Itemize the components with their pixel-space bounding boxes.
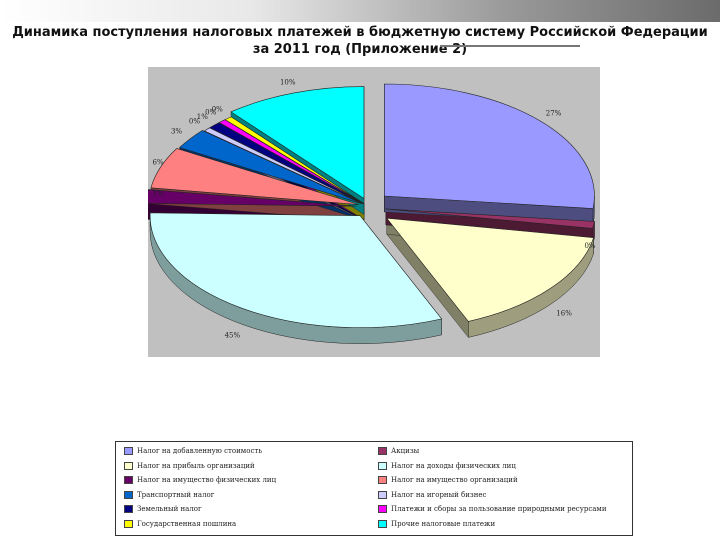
legend-label-9: Платежи и сборы за пользование природным… [391, 505, 607, 514]
legend-item-7: Налог на игорный бизнес [378, 490, 487, 499]
legend-swatch-4 [124, 476, 133, 485]
legend-swatch-8 [124, 505, 133, 514]
legend-item-3: Налог на доходы физических лиц [378, 461, 516, 470]
title-line-2: за 2011 год (Приложение 2) [252, 42, 468, 57]
pie-slice-11 [230, 86, 365, 200]
pie-label-7: 0% [189, 117, 200, 125]
legend-label-2: Налог на прибыль организаций [137, 461, 255, 470]
pie-label-10: 0% [212, 105, 223, 113]
legend-item-2: Налог на прибыль организаций [124, 461, 255, 470]
legend-label-0: Налог на добавленную стоимость [137, 447, 263, 455]
pie-slice-1 [385, 208, 595, 229]
legend-swatch-11 [378, 520, 387, 528]
legend-label-4: Налог на имущество физических лиц [137, 476, 277, 485]
legend-swatch-0 [124, 447, 133, 455]
legend-swatch-1 [378, 447, 387, 455]
legend-item-0: Налог на добавленную стоимость [124, 447, 262, 455]
legend-label-1: Акцизы [391, 447, 420, 455]
legend-item-4: Налог на имущество физических лиц [124, 476, 277, 485]
legend-item-10: Государственная пошлина [124, 520, 236, 528]
legend-swatch-6 [124, 490, 133, 499]
pie-slice-4 [148, 189, 357, 207]
legend-label-3: Налог на доходы физических лиц [391, 461, 516, 470]
legend-item-8: Земельный налог [124, 505, 202, 514]
title-line-1: Динамика поступления налоговых платежей … [12, 25, 708, 40]
legend-label-6: Транспортный налог [137, 490, 215, 499]
legend-label-5: Налог на имущество организаций [391, 476, 518, 485]
legend-swatch-7 [378, 490, 387, 499]
legend-item-1: Акцизы [378, 447, 419, 455]
pie-slice-5 [150, 148, 359, 205]
legend-item-5: Налог на имущество организаций [378, 476, 518, 485]
pie-slice-2 [386, 217, 594, 322]
pie-slice-0 [384, 83, 595, 209]
pie-slice-10 [224, 116, 365, 204]
title-underline [440, 45, 580, 47]
legend-item-6: Транспортный налог [124, 490, 215, 499]
pie-slices [148, 83, 595, 344]
legend-swatch-3 [378, 461, 387, 470]
legend-item-11: Прочие налоговые платежи [378, 520, 495, 528]
pie-label-1: 0% [584, 242, 595, 250]
pie-label-9: 0% [205, 109, 216, 117]
legend-swatch-10 [124, 520, 133, 528]
legend-swatch-5 [378, 476, 387, 485]
legend-label-10: Государственная пошлина [137, 520, 237, 528]
pie-label-6: 3% [171, 128, 182, 136]
slide-header-bar [0, 0, 720, 22]
pie-label-2: 16% [556, 310, 572, 318]
pie-label-0: 27% [546, 109, 562, 117]
legend-label-11: Прочие налоговые платежи [391, 520, 496, 528]
pie-label-4: 1% [152, 190, 163, 198]
pie-chart-plot-area: 27%0%16%45%1%6%3%0%1%0%0%10% [148, 67, 600, 357]
pie-slice-6 [179, 130, 362, 204]
pie-slice-3 [149, 212, 443, 328]
pie-label-5: 6% [152, 159, 163, 167]
pie-labels: 27%0%16%45%1%6%3%0%1%0%0%10% [152, 79, 595, 340]
legend-swatch-9 [378, 505, 387, 514]
legend-label-7: Налог на игорный бизнес [391, 490, 487, 499]
pie-label-3: 45% [225, 332, 241, 340]
chart-legend: Налог на добавленную стоимость Акцизы Нало… [115, 441, 633, 536]
pie-label-8: 1% [197, 113, 208, 121]
slide-title: Динамика поступления налоговых платежей … [0, 24, 720, 58]
legend-item-9: Платежи и сборы за пользование природным… [378, 505, 607, 514]
pie-label-11: 10% [280, 79, 296, 87]
legend-label-8: Земельный налог [137, 505, 202, 514]
legend-swatch-2 [124, 461, 133, 470]
